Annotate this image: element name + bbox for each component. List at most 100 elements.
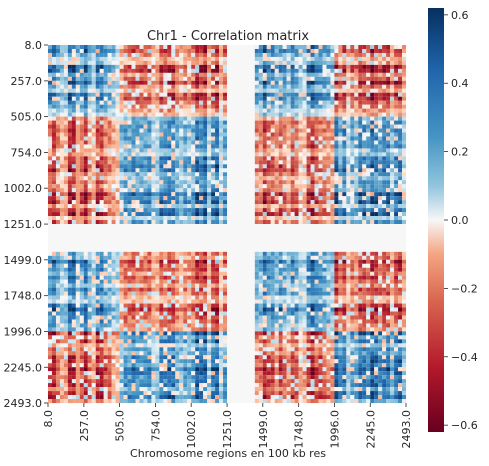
heatmap-cell (354, 192, 359, 197)
heatmap-cell (83, 60, 88, 65)
heatmap-cell (163, 45, 168, 50)
heatmap-cell (139, 227, 144, 233)
heatmap-cell (119, 259, 124, 264)
heatmap-cell (390, 124, 395, 129)
heatmap-cell (175, 224, 180, 229)
heatmap-cell (219, 231, 224, 236)
heatmap-cell (290, 239, 295, 244)
heatmap-cell (151, 76, 156, 81)
heatmap-cell (63, 172, 68, 177)
heatmap-cell (71, 231, 76, 236)
heatmap-cell (290, 124, 295, 129)
heatmap-cell (254, 160, 259, 165)
heatmap-cell (207, 84, 212, 89)
heatmap-cell (59, 168, 64, 173)
heatmap-cell (386, 168, 391, 173)
heatmap-cell (48, 156, 53, 161)
heatmap-cell (290, 200, 295, 205)
heatmap-cell (318, 100, 323, 105)
heatmap-cell (234, 235, 239, 240)
heatmap-cell (147, 251, 152, 256)
heatmap-cell (314, 188, 319, 193)
heatmap-cell (83, 168, 88, 173)
heatmap-cell (302, 100, 307, 105)
heatmap-cell (67, 76, 72, 81)
heatmap-cell (99, 196, 104, 201)
heatmap-cell (195, 56, 200, 61)
heatmap-cell (147, 204, 152, 209)
heatmap-cell (250, 220, 255, 225)
heatmap-cell (215, 156, 220, 161)
heatmap-cell (87, 45, 92, 50)
heatmap-cell (99, 92, 104, 97)
heatmap-cell (219, 92, 224, 97)
heatmap-cell (151, 124, 156, 129)
heatmap-cell (215, 48, 220, 54)
heatmap-cell (234, 45, 239, 50)
heatmap-cell (254, 216, 259, 221)
heatmap-cell (207, 52, 212, 57)
heatmap-cell (374, 243, 379, 248)
heatmap-cell (119, 52, 124, 57)
heatmap-cell (326, 227, 331, 233)
heatmap-cell (163, 116, 168, 121)
heatmap-cell (390, 220, 395, 225)
heatmap-cell (71, 184, 76, 189)
heatmap-cell (302, 108, 307, 113)
heatmap-cell (55, 204, 60, 209)
heatmap-cell (223, 168, 228, 173)
heatmap-cell (187, 251, 192, 256)
heatmap-cell (314, 76, 319, 81)
heatmap-cell (207, 144, 212, 149)
heatmap-cell (111, 184, 116, 189)
heatmap-cell (298, 200, 303, 205)
heatmap-cell (318, 144, 323, 149)
heatmap-cell (362, 216, 367, 221)
heatmap-cell (75, 220, 80, 225)
heatmap-cell (91, 128, 96, 133)
heatmap-cell (230, 176, 236, 181)
heatmap-cell (274, 184, 279, 189)
heatmap-cell (322, 84, 327, 89)
heatmap-cell (238, 216, 243, 221)
heatmap-cell (199, 96, 204, 101)
heatmap-cell (135, 108, 140, 113)
heatmap-cell (95, 224, 100, 229)
heatmap-cell (167, 84, 172, 89)
heatmap-cell (199, 144, 204, 149)
heatmap-cell (294, 152, 299, 157)
heatmap-cell (338, 192, 343, 197)
heatmap-cell (175, 48, 180, 54)
heatmap-cell (286, 68, 291, 73)
heatmap-cell (167, 200, 172, 205)
heatmap-cell (238, 227, 243, 233)
heatmap-cell (211, 196, 216, 201)
heatmap-cell (115, 239, 120, 244)
heatmap-cell (187, 176, 192, 181)
heatmap-cell (306, 224, 311, 229)
heatmap-cell (59, 231, 64, 236)
heatmap-cell (306, 216, 311, 221)
heatmap-cell (131, 196, 136, 201)
heatmap-cell (87, 235, 92, 240)
heatmap-cell (266, 227, 271, 233)
heatmap-cell (274, 84, 279, 89)
heatmap-cell (139, 60, 144, 65)
heatmap-cell (111, 120, 116, 125)
heatmap-cell (63, 144, 68, 149)
heatmap-cell (191, 168, 196, 173)
heatmap-cell (51, 132, 57, 137)
heatmap-cell (382, 184, 387, 189)
heatmap-cell (398, 172, 403, 177)
heatmap-cell (278, 152, 283, 157)
heatmap-cell (386, 208, 391, 213)
heatmap-cell (155, 259, 160, 264)
heatmap-cell (366, 243, 371, 248)
heatmap-cell (139, 239, 144, 244)
heatmap-cell (91, 208, 96, 213)
heatmap-cell (111, 80, 116, 85)
heatmap-cell (111, 144, 116, 149)
heatmap-cell (322, 176, 327, 181)
heatmap-cell (48, 188, 53, 193)
heatmap-cell (318, 48, 323, 54)
